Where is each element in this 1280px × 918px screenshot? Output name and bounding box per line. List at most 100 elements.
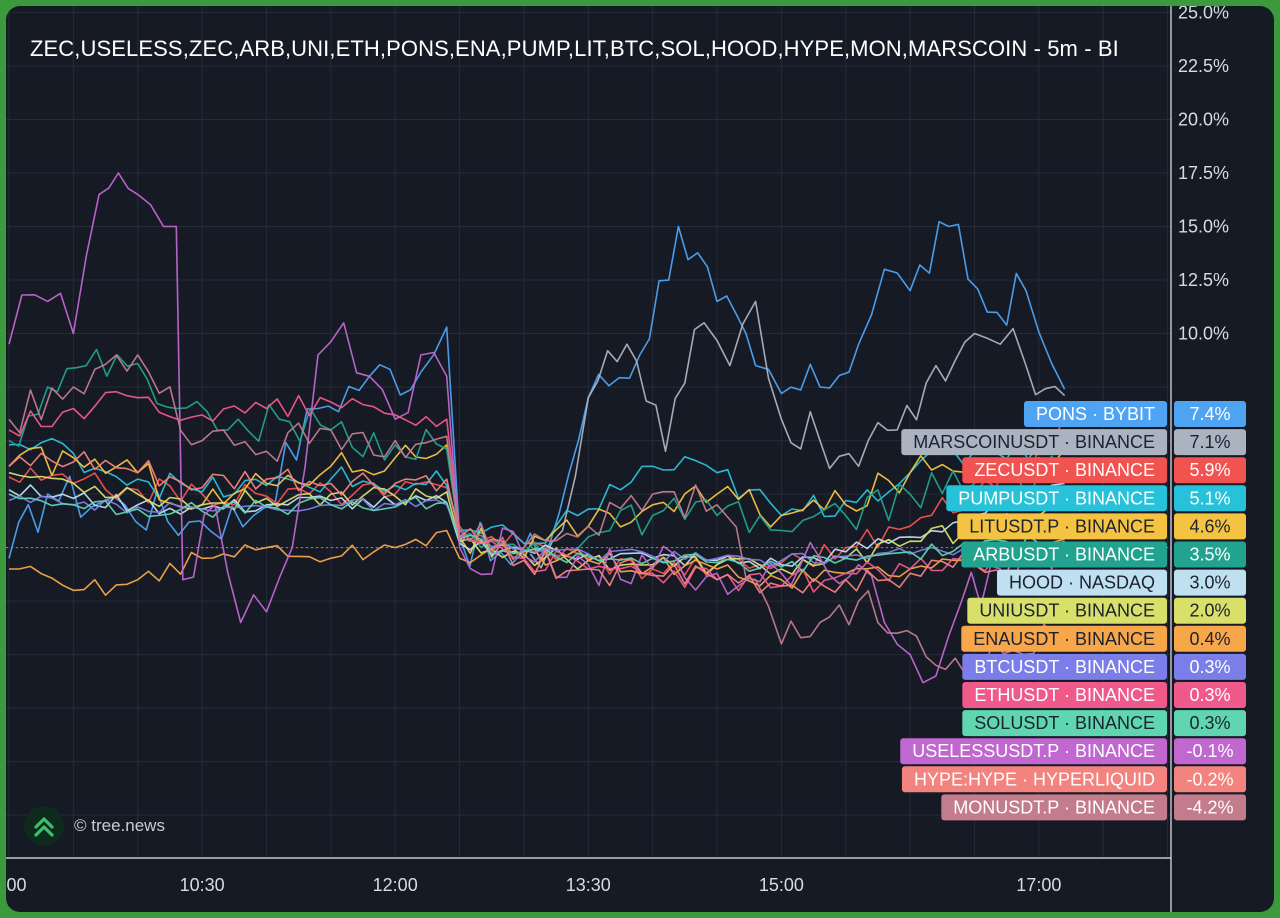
legend-tag-label: LITUSDT.P · BINANCE bbox=[969, 516, 1155, 536]
legend-tag-value: 7.4% bbox=[1189, 404, 1230, 424]
legend-tag-value: 7.1% bbox=[1189, 432, 1230, 452]
watermark: © tree.news bbox=[24, 806, 165, 846]
legend-tag-value: 5.9% bbox=[1189, 460, 1230, 480]
legend-tag: LITUSDT.P · BINANCE 4.6% bbox=[957, 513, 1246, 540]
legend-tag-value: 4.6% bbox=[1189, 516, 1230, 536]
legend-tag-swatch bbox=[967, 597, 1167, 624]
x-tick-label: 17:00 bbox=[1016, 875, 1061, 895]
legend-tag-label: MONUSDT.P · BINANCE bbox=[953, 797, 1155, 817]
line-chart[interactable]: 25.0% 22.5% 20.0% 17.5% 15.0% 12.5% 10.0% 9:00… bbox=[6, 6, 1274, 912]
legend-tag-value: -4.2% bbox=[1186, 797, 1233, 817]
price-scale[interactable]: 25.0% 22.5% 20.0% 17.5% 15.0% 12.5% 10.0% bbox=[1178, 6, 1229, 344]
legend-tag: ETHUSDT · BINANCE 0.3% bbox=[962, 682, 1246, 708]
series-line bbox=[8, 390, 1066, 593]
legend-tag-label: USELESSUSDT.P · BINANCE bbox=[912, 741, 1155, 761]
legend-tag-swatch bbox=[941, 794, 1167, 821]
legend-tag-swatch bbox=[900, 738, 1167, 765]
legend-tag-swatch bbox=[962, 653, 1167, 680]
legend-tag-value: 2.0% bbox=[1189, 601, 1230, 621]
legend-tag-value-box bbox=[1174, 401, 1246, 427]
legend-tag-value-box bbox=[1174, 597, 1246, 624]
legend-tag-label: HOOD · NASDAQ bbox=[1009, 573, 1155, 593]
legend-tag-swatch bbox=[962, 457, 1167, 484]
x-tick-label: 10:30 bbox=[180, 875, 225, 895]
legend-tag-value-box bbox=[1174, 625, 1246, 652]
legend-tag-label: ENAUSDT · BINANCE bbox=[973, 629, 1155, 649]
legend-tag-swatch bbox=[901, 429, 1167, 456]
chart-frame: 25.0% 22.5% 20.0% 17.5% 15.0% 12.5% 10.0% 9:00… bbox=[6, 6, 1274, 912]
x-tick-label: 13:30 bbox=[566, 875, 611, 895]
legend-tag: PONS · BYBIT 7.4% bbox=[1023, 401, 1246, 427]
legend-tag-swatch bbox=[996, 569, 1167, 596]
legend-tag-value: 0.3% bbox=[1189, 685, 1230, 705]
legend-tag-label: BTCUSDT · BINANCE bbox=[974, 657, 1155, 677]
legend-tag-value-box bbox=[1174, 429, 1246, 456]
y-tick-label: 10.0% bbox=[1178, 324, 1229, 344]
legend-tag: MONUSDT.P · BINANCE -4.2% bbox=[941, 794, 1246, 821]
legend-tag-label: PUMPUSDT · BINANCE bbox=[958, 488, 1155, 508]
legend-tag-value: 3.0% bbox=[1189, 573, 1230, 593]
legend-tag-value-box bbox=[1174, 457, 1246, 484]
legend-tag-value: 5.1% bbox=[1189, 488, 1230, 508]
legend-tag: PUMPUSDT · BINANCE 5.1% bbox=[946, 485, 1246, 512]
legend-tag-label: PONS · BYBIT bbox=[1036, 404, 1155, 424]
legend-tag: USELESSUSDT.P · BINANCE -0.1% bbox=[900, 738, 1246, 765]
y-tick-label: 25.0% bbox=[1178, 6, 1229, 22]
legend-tag-swatch bbox=[946, 485, 1167, 512]
legend-tag-value-box bbox=[1174, 653, 1246, 680]
legend-tag: UNIUSDT · BINANCE 2.0% bbox=[967, 597, 1246, 624]
series-line bbox=[8, 482, 1065, 570]
tree-news-chevrons-icon bbox=[24, 806, 64, 846]
legend-tag-value-box bbox=[1174, 794, 1246, 821]
legend-tag-value: 0.3% bbox=[1189, 657, 1230, 677]
chart-title: ZEC,USELESS,ZEC,ARB,UNI,ETH,PONS,ENA,PUM… bbox=[30, 36, 1119, 61]
y-tick-label: 12.5% bbox=[1178, 270, 1229, 290]
legend-tag: HYPE:HYPE · HYPERLIQUID -0.2% bbox=[901, 766, 1246, 793]
legend-tag-value-box bbox=[1174, 766, 1246, 793]
legend-tag: ARBUSDT · BINANCE 3.5% bbox=[961, 541, 1246, 568]
series-line bbox=[8, 493, 1066, 573]
legend-tag-value-box bbox=[1174, 541, 1246, 568]
legend-tag-value-box bbox=[1174, 710, 1246, 737]
time-scale[interactable]: 9:00 10:30 12:00 13:30 15:00 17:00 bbox=[6, 875, 1061, 895]
legend-tag-value: 0.3% bbox=[1189, 713, 1230, 733]
legend-tags: PONS · BYBIT 7.4% MARSCOINUSDT · BINANCE 7.… bbox=[900, 401, 1246, 821]
series-line bbox=[8, 450, 1065, 594]
legend-tag-value-box bbox=[1174, 485, 1246, 512]
legend-tag-swatch bbox=[901, 766, 1167, 793]
legend-tag-swatch bbox=[962, 682, 1167, 708]
y-tick-label: 22.5% bbox=[1178, 56, 1229, 76]
series-line bbox=[529, 300, 1066, 569]
series-line bbox=[8, 471, 1065, 575]
series-line bbox=[8, 443, 1066, 560]
legend-tag-label: ZECUSDT · BINANCE bbox=[974, 460, 1155, 480]
legend-tag-swatch bbox=[1023, 401, 1167, 427]
legend-tag-label: HYPE:HYPE · HYPERLIQUID bbox=[914, 769, 1155, 789]
series-line bbox=[8, 354, 1065, 675]
legend-tag-value: 3.5% bbox=[1189, 545, 1230, 565]
x-tick-label: 9:00 bbox=[6, 875, 27, 895]
series-line bbox=[8, 172, 1066, 684]
grid bbox=[6, 6, 1171, 858]
legend-tag-label: SOLUSDT · BINANCE bbox=[974, 713, 1155, 733]
legend-tag-value-box bbox=[1174, 513, 1246, 540]
series-lines bbox=[8, 172, 1066, 684]
legend-tag-value-box bbox=[1174, 569, 1246, 596]
y-tick-label: 17.5% bbox=[1178, 163, 1229, 183]
legend-tag-swatch bbox=[962, 710, 1167, 737]
legend-tag: ZECUSDT · BINANCE 5.9% bbox=[962, 457, 1246, 484]
legend-tag-swatch bbox=[957, 513, 1167, 540]
y-tick-label: 15.0% bbox=[1178, 216, 1229, 236]
legend-tag-label: UNIUSDT · BINANCE bbox=[979, 601, 1155, 621]
legend-tag: BTCUSDT · BINANCE 0.3% bbox=[962, 653, 1246, 680]
legend-tag: HOOD · NASDAQ 3.0% bbox=[996, 569, 1246, 596]
x-tick-label: 12:00 bbox=[373, 875, 418, 895]
legend-tag-value: 0.4% bbox=[1189, 629, 1230, 649]
legend-tag: MARSCOINUSDT · BINANCE 7.1% bbox=[901, 429, 1246, 456]
legend-tag: SOLUSDT · BINANCE 0.3% bbox=[962, 710, 1246, 737]
legend-tag-value-box bbox=[1174, 738, 1246, 765]
legend-tag-label: ETHUSDT · BINANCE bbox=[974, 685, 1155, 705]
series-line bbox=[8, 495, 1065, 568]
legend-tag-value: -0.2% bbox=[1186, 769, 1233, 789]
x-tick-label: 15:00 bbox=[759, 875, 804, 895]
